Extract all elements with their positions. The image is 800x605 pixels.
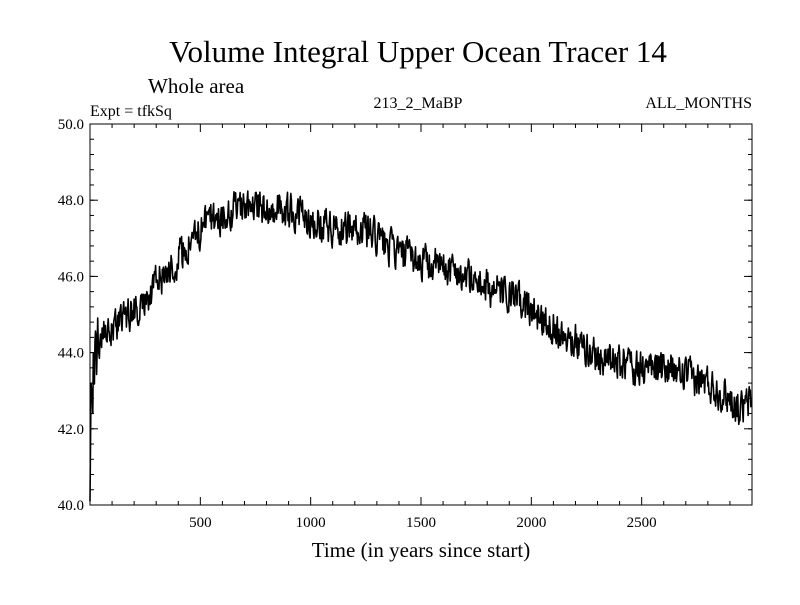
chart-title: Volume Integral Upper Ocean Tracer 14	[169, 34, 667, 69]
plot-frame	[89, 123, 753, 506]
y-tick-label: 44.0	[58, 346, 84, 362]
series-line	[89, 190, 752, 502]
data-layer	[89, 190, 752, 502]
x-tick-label: 1500	[406, 515, 436, 531]
chart-subtitle: Whole area	[148, 74, 245, 98]
run-label: 213_2_MaBP	[374, 95, 463, 112]
x-tick-label: 1000	[296, 515, 326, 531]
x-tick-label: 500	[189, 515, 212, 531]
y-tick-label: 42.0	[58, 422, 84, 438]
tick-labels: 40.0 42.0 44.0 46.0 48.0 50.0 500 1000 1500 2000 2…	[58, 117, 657, 531]
x-tick-label: 2000	[516, 515, 546, 531]
y-tick-label: 46.0	[58, 269, 84, 285]
x-tick-label: 2500	[627, 515, 657, 531]
y-tick-label: 50.0	[58, 117, 84, 133]
x-axis-label: Time (in years since start)	[312, 538, 531, 562]
months-label: ALL_MONTHS	[645, 95, 752, 112]
y-tick-label: 40.0	[58, 498, 84, 514]
experiment-label: Expt = tfkSq	[90, 103, 172, 120]
y-tick-label: 48.0	[58, 193, 84, 209]
axis-ticks	[90, 123, 752, 506]
